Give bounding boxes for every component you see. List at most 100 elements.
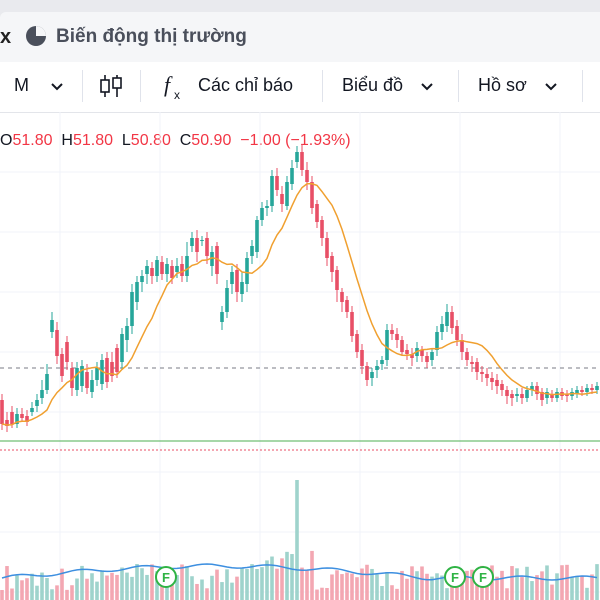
candle (25, 410, 29, 426)
volume-bar (275, 568, 279, 600)
volume-bar (405, 578, 409, 600)
candle (80, 360, 84, 392)
volume-bar (270, 556, 274, 600)
candle (215, 242, 219, 284)
candle (460, 334, 464, 360)
volume-bar (595, 564, 599, 600)
dividend-marker[interactable]: F (155, 566, 177, 588)
volume-bar (335, 570, 339, 600)
dividend-marker[interactable]: F (444, 566, 466, 588)
candle (355, 330, 359, 358)
candle (430, 348, 434, 366)
candle (45, 364, 49, 394)
candle (470, 356, 474, 372)
volume-bar (80, 565, 84, 600)
candle (200, 236, 204, 246)
chevron-down-icon[interactable] (420, 80, 434, 94)
volume-bar (5, 566, 9, 600)
tab-close-label[interactable]: x (0, 26, 12, 48)
volume-bar (295, 480, 299, 600)
candle (445, 304, 449, 332)
candle (165, 258, 169, 282)
candle (550, 390, 554, 402)
volume-bar (445, 588, 449, 600)
toolbar-divider (82, 70, 83, 102)
chart-toolbar: M f x Các chỉ báo Biểu đồ Hồ sơ (0, 62, 600, 113)
candle (375, 360, 379, 378)
candle (315, 200, 319, 228)
candle (20, 408, 24, 422)
volume-bar (375, 574, 379, 600)
volume-bar (120, 567, 124, 600)
volume-bar (410, 566, 414, 600)
toolbar-divider (458, 70, 459, 102)
candle (105, 352, 109, 388)
volume-bar (290, 554, 294, 600)
volume-bar (55, 585, 59, 600)
volume-bar (85, 578, 89, 600)
volume-bar (575, 575, 579, 600)
chevron-down-icon[interactable] (50, 80, 64, 94)
volume-bar (590, 574, 594, 600)
candle (60, 348, 64, 382)
volume-bar (550, 584, 554, 600)
volume-bar (540, 571, 544, 600)
candle (545, 388, 549, 404)
volume-bar (505, 588, 509, 600)
candle (125, 318, 129, 352)
candle (130, 284, 134, 334)
candle (265, 200, 269, 216)
candle (395, 328, 399, 348)
candle (410, 348, 414, 366)
dividend-marker[interactable]: F (472, 566, 494, 588)
candle (135, 276, 139, 310)
indicators-button[interactable]: Các chỉ báo (198, 75, 294, 95)
candle (240, 272, 244, 302)
candle (340, 288, 344, 312)
candle (435, 326, 439, 356)
candle (490, 372, 494, 390)
volume-bar (180, 564, 184, 600)
chevron-down-icon[interactable] (544, 80, 558, 94)
volume-bar (75, 578, 79, 600)
low-key: L (121, 132, 131, 149)
candle (280, 186, 284, 212)
volume-bar (165, 579, 169, 600)
candle (510, 390, 514, 406)
volume-bar (245, 569, 249, 600)
candle (30, 402, 34, 416)
volume-bar (135, 564, 139, 600)
candle (115, 344, 119, 378)
candle (320, 216, 324, 246)
volume-bar (115, 574, 119, 600)
volume-bar (195, 583, 199, 600)
toolbar-divider (140, 70, 141, 102)
volume-bar (510, 566, 514, 600)
volume-bar (110, 572, 114, 600)
profile-menu-button[interactable]: Hồ sơ (478, 75, 527, 95)
volume-bar (365, 564, 369, 600)
volume-bar (90, 573, 94, 600)
volume-bar (230, 582, 234, 600)
candle (360, 344, 364, 374)
interval-selector[interactable]: M (14, 75, 29, 95)
volume-bar (500, 570, 504, 600)
volume-bar (560, 565, 564, 600)
chart-menu-button[interactable]: Biểu đồ (342, 75, 404, 95)
volume-bar (460, 576, 464, 600)
volume-bar (30, 573, 34, 600)
candle (400, 336, 404, 356)
candle-style-icon[interactable] (98, 72, 124, 100)
volume-bar (95, 581, 99, 600)
volume-bar (15, 575, 19, 600)
candle (205, 232, 209, 264)
indicators-fx-icon[interactable]: f x (162, 72, 188, 102)
candle (230, 266, 234, 294)
candle (90, 370, 94, 398)
active-tab[interactable] (0, 12, 600, 62)
tab-bar: x Biến động thị trường (0, 0, 600, 62)
volume-bar (40, 572, 44, 600)
tab-title: Biến động thị trường (56, 26, 247, 47)
volume-bar (535, 575, 539, 600)
